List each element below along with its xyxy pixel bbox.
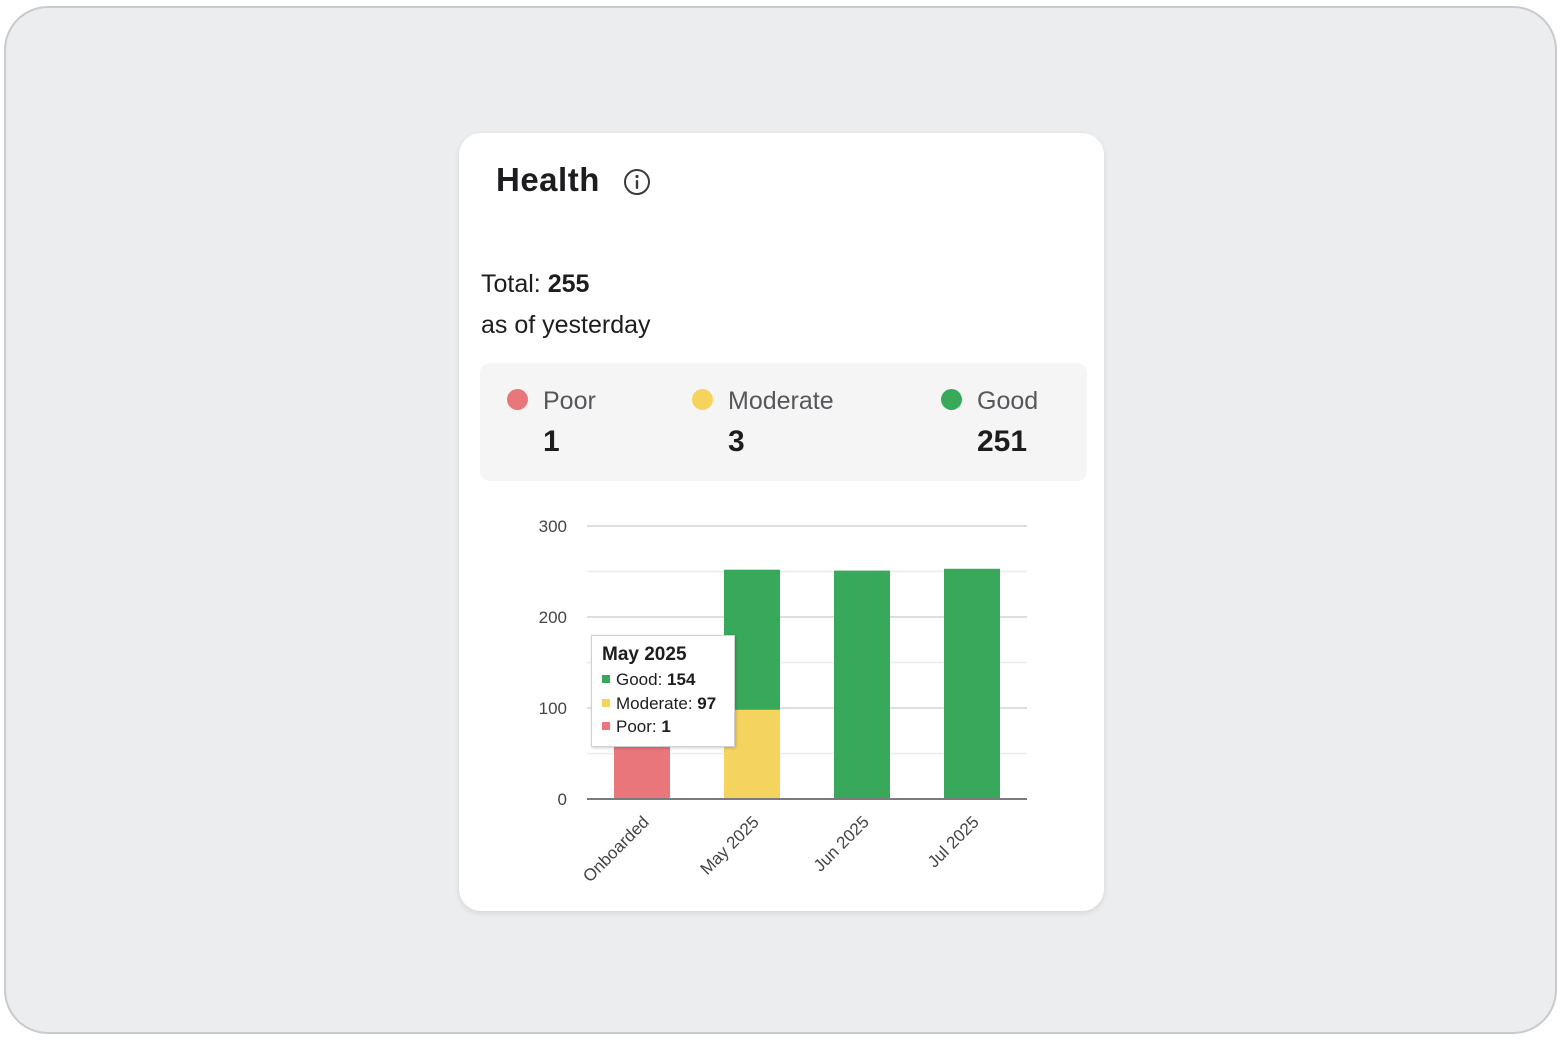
card-title: Health — [496, 161, 600, 198]
tooltip-value: 1 — [661, 717, 671, 736]
tooltip-row-good: Good: 154 — [602, 670, 695, 690]
x-tick-label: Jun 2025 — [810, 812, 873, 875]
tooltip-row-poor: Poor: 1 — [602, 717, 671, 737]
chart-tooltip: May 2025 Good: 154 Moderate: 97 Poor: 1 — [591, 635, 735, 747]
health-summary: Poor 1 Moderate 3 Good 251 — [480, 363, 1087, 481]
x-tick-label: Onboarded — [579, 812, 653, 886]
x-tick-label: Jul 2025 — [924, 812, 983, 871]
stat-label: Poor — [543, 387, 596, 415]
y-tick-label: 0 — [558, 790, 567, 809]
moderate-swatch-icon — [602, 698, 610, 707]
y-tick-label: 100 — [539, 699, 567, 718]
tooltip-value: 154 — [667, 670, 696, 689]
stat-value: 3 — [728, 425, 745, 458]
bar-good — [944, 568, 1000, 799]
stat-label: Moderate — [728, 387, 834, 415]
poor-dot-icon — [507, 389, 528, 410]
tooltip-label: Good: — [616, 670, 663, 689]
y-tick-label: 300 — [539, 517, 567, 536]
tooltip-value: 97 — [697, 694, 717, 713]
good-swatch-icon — [602, 674, 610, 683]
tooltip-label: Moderate: — [616, 694, 693, 713]
good-dot-icon — [941, 389, 962, 410]
health-card: Health Total: 255 as of yesterday Poor 1… — [459, 133, 1104, 911]
tooltip-row-moderate: Moderate: 97 — [602, 694, 716, 714]
stat-value: 251 — [977, 425, 1028, 458]
bar-good — [834, 570, 890, 799]
tooltip-title: May 2025 — [602, 644, 687, 665]
health-trend-chart: 0 100 200 300 Onboarded May 2025 Jun 2025 Jul 2… — [539, 517, 1027, 886]
x-tick-label: May 2025 — [697, 812, 763, 878]
stat-value: 1 — [543, 425, 560, 458]
stat-label: Good — [977, 387, 1039, 415]
poor-swatch-icon — [602, 721, 610, 730]
info-icon[interactable] — [622, 167, 652, 197]
as-of-text: as of yesterday — [481, 311, 651, 339]
total-label: Total: — [481, 270, 541, 298]
moderate-dot-icon — [692, 389, 713, 410]
total-line: Total: 255 — [481, 270, 589, 299]
tooltip-label: Poor: — [616, 717, 657, 736]
y-tick-label: 200 — [539, 608, 567, 627]
total-value: 255 — [547, 270, 590, 298]
